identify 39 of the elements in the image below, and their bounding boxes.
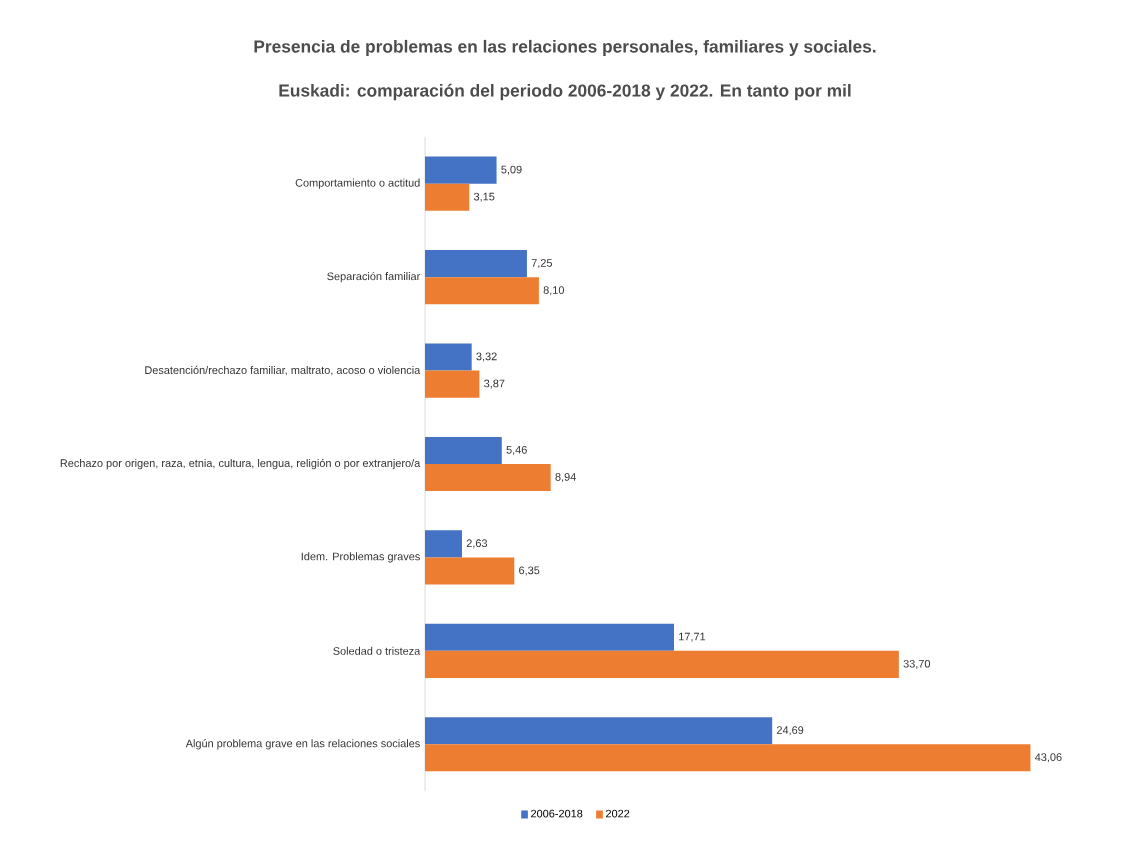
bar [425, 463, 551, 492]
legend-label: 2006-2018 [531, 809, 583, 818]
legend-label: 2022 [606, 809, 630, 818]
y-tick-label: Separación familiar [327, 271, 421, 283]
chart-title: Presencia de problemas en las relaciones personales, familiares y sociales. [254, 39, 876, 57]
bar [425, 183, 470, 211]
bar [425, 250, 527, 278]
data-label: 17,71 [679, 632, 706, 642]
bar [425, 530, 462, 558]
data-label: 5,46 [506, 445, 527, 455]
data-label: 3,15 [473, 192, 495, 202]
y-tick-label: Desatención/rechazo familiar, maltrato, acoso o violencia [145, 365, 421, 376]
y-tick-label: Algún problema grave en las relaciones sociales [185, 739, 420, 750]
data-label: 2,63 [466, 539, 488, 549]
bar [425, 436, 502, 464]
y-tick-label: Comportamiento o actitud [295, 178, 420, 189]
bar [425, 717, 773, 745]
y-tick-label: Rechazo por origen, raza, etnia, cultura, lengua, religión o por extranjero/a [60, 458, 421, 470]
data-label: 24,69 [776, 726, 804, 736]
chart-subtitle: Euskadi: comparación del periodo 2006-2018 y 2022. En tanto por mil [279, 83, 851, 101]
bar [425, 623, 675, 651]
bar [425, 343, 472, 371]
y-tick-label: Idem. Problemas graves [301, 552, 420, 563]
data-label: 8,94 [555, 473, 576, 483]
data-label: 6,35 [519, 566, 540, 576]
bar [425, 370, 480, 398]
bar [425, 277, 539, 305]
data-label: 5,09 [501, 165, 522, 175]
bar [425, 557, 515, 585]
data-label: 43,06 [1034, 753, 1062, 763]
y-tick-label: Soledad o tristeza [333, 646, 421, 655]
bar [425, 650, 899, 678]
data-label: 8,10 [543, 286, 565, 296]
data-label: 3,32 [476, 352, 497, 362]
bar [425, 156, 497, 184]
data-label: 3,87 [484, 379, 505, 389]
data-label: 7,25 [531, 259, 553, 269]
bar [425, 744, 1031, 772]
data-label: 33,70 [903, 659, 931, 669]
